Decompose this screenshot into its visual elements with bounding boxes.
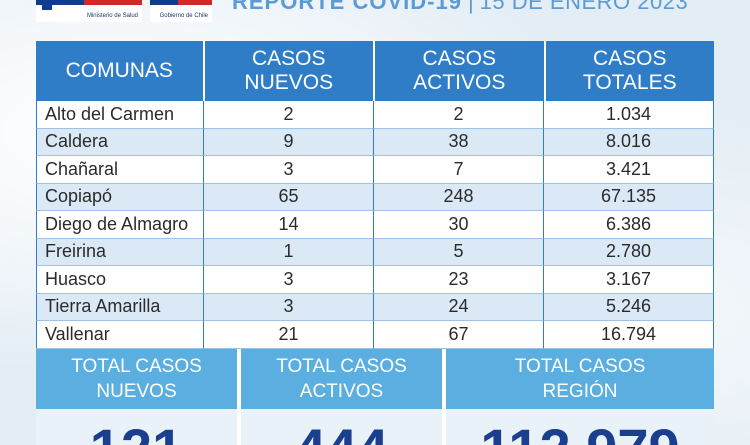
table-row: Chañaral 3 7 3.421 <box>36 156 714 184</box>
table-row: Alto del Carmen 2 2 1.034 <box>36 101 714 129</box>
table-row: Huasco 3 23 3.167 <box>36 266 714 294</box>
casos-nuevos-cell: 65 <box>204 183 374 211</box>
comuna-name: Caldera <box>36 128 204 156</box>
casos-totales-cell: 1.034 <box>544 101 714 129</box>
casos-totales-cell: 67.135 <box>544 183 714 211</box>
comuna-name: Diego de Almagro <box>36 211 204 239</box>
comuna-name: Alto del Carmen <box>36 101 204 129</box>
comuna-name: Huasco <box>36 266 204 294</box>
totals-values: 121 444 112.979 <box>36 409 714 445</box>
casos-nuevos-cell: 21 <box>204 321 374 349</box>
casos-nuevos-cell: 9 <box>204 128 374 156</box>
comuna-name: Freirina <box>36 238 204 266</box>
header-casos-activos: CASOS ACTIVOS <box>375 41 546 101</box>
table-row: Freirina 1 5 2.780 <box>36 238 714 266</box>
total-region-value: 112.979 <box>446 409 714 445</box>
casos-nuevos-cell: 3 <box>204 266 374 294</box>
total-activos-label: TOTAL CASOS ACTIVOS <box>241 349 446 409</box>
casos-nuevos-cell: 14 <box>204 211 374 239</box>
header-casos-totales: CASOS TOTALES <box>545 41 715 101</box>
casos-activos-cell: 2 <box>374 101 544 129</box>
total-nuevos-value: 121 <box>36 409 241 445</box>
casos-totales-cell: 6.386 <box>544 211 714 239</box>
report-title: REPORTE COVID-19 | 15 DE ENERO 2023 <box>232 0 688 16</box>
casos-totales-cell: 3.167 <box>544 266 714 294</box>
table-row: Tierra Amarilla 3 24 5.246 <box>36 293 714 321</box>
casos-totales-cell: 8.016 <box>544 128 714 156</box>
total-nuevos-label: TOTAL CASOS NUEVOS <box>36 349 241 409</box>
report-title-text: REPORTE COVID-19 <box>232 0 462 14</box>
casos-activos-cell: 67 <box>374 321 544 349</box>
casos-activos-cell: 24 <box>374 293 544 321</box>
comuna-name: Chañaral <box>36 156 204 184</box>
casos-nuevos-cell: 3 <box>204 293 374 321</box>
gobierno-chile-logo: Gobierno de Chile <box>150 0 212 22</box>
casos-activos-cell: 23 <box>374 266 544 294</box>
casos-totales-cell: 2.780 <box>544 238 714 266</box>
comuna-name: Copiapó <box>36 183 204 211</box>
table-row: Copiapó 65 248 67.135 <box>36 183 714 211</box>
casos-activos-cell: 30 <box>374 211 544 239</box>
casos-activos-cell: 5 <box>374 238 544 266</box>
total-region-label: TOTAL CASOS REGIÓN <box>446 349 714 409</box>
comuna-name: Tierra Amarilla <box>36 293 204 321</box>
casos-activos-cell: 7 <box>374 156 544 184</box>
logo-gobierno-text: Gobierno de Chile <box>159 13 208 19</box>
casos-nuevos-cell: 2 <box>204 101 374 129</box>
casos-totales-cell: 16.794 <box>544 321 714 349</box>
ministerio-salud-logo: Ministerio de Salud <box>36 0 142 22</box>
casos-nuevos-cell: 3 <box>204 156 374 184</box>
table-header-row: COMUNAS CASOS NUEVOS CASOS ACTIVOS CASOS TO… <box>36 41 715 101</box>
totals-labels: TOTAL CASOS NUEVOS TOTAL CASOS ACTIVOS TOT… <box>36 349 714 409</box>
casos-activos-cell: 248 <box>374 183 544 211</box>
header-casos-nuevos: CASOS NUEVOS <box>204 41 376 101</box>
casos-activos-cell: 38 <box>374 128 544 156</box>
header-comunas: COMUNAS <box>36 41 205 101</box>
table-row: Diego de Almagro 14 30 6.386 <box>36 211 714 239</box>
comuna-name: Vallenar <box>36 321 204 349</box>
table-row: Vallenar 21 67 16.794 <box>36 321 714 349</box>
covid-cases-table: COMUNAS CASOS NUEVOS CASOS ACTIVOS CASOS TO… <box>36 41 715 349</box>
casos-totales-cell: 5.246 <box>544 293 714 321</box>
casos-totales-cell: 3.421 <box>544 156 714 184</box>
flag-star-icon <box>42 0 52 10</box>
logo-salud-text: Ministerio de Salud <box>86 13 138 19</box>
table-row: Caldera 9 38 8.016 <box>36 128 714 156</box>
title-separator: | <box>467 0 474 14</box>
casos-nuevos-cell: 1 <box>204 238 374 266</box>
total-activos-value: 444 <box>241 409 446 445</box>
report-date: 15 DE ENERO 2023 <box>479 0 689 14</box>
